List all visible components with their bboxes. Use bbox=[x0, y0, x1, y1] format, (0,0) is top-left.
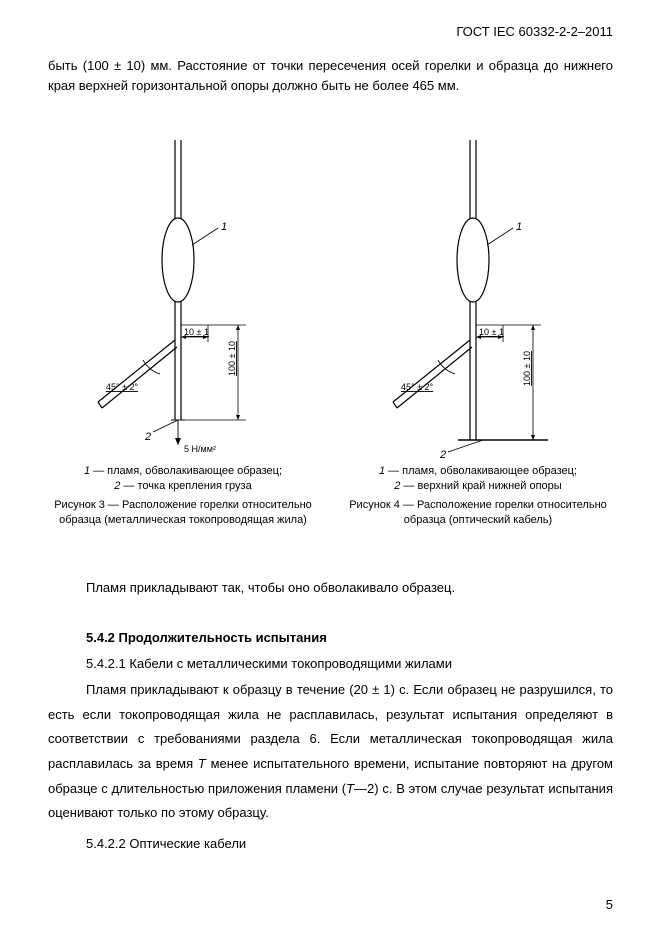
doc-header: ГОСТ IEC 60332-2-2–2011 bbox=[456, 24, 613, 39]
svg-text:45° ± 2°: 45° ± 2° bbox=[401, 382, 434, 392]
subhead-5-4-2-2: 5.4.2.2 Оптические кабели bbox=[86, 836, 246, 851]
figure-3-svg: 1 2 10 ± 1 100 ± 10 45° ± 2° 5 Н/мм² bbox=[68, 130, 298, 460]
figure-4-caption: Рисунок 4 — Расположение горелки относит… bbox=[343, 498, 613, 528]
subhead-5-4-2-1: 5.4.2.1 Кабели с металлическими токопров… bbox=[86, 656, 452, 671]
svg-text:100 ± 10: 100 ± 10 bbox=[522, 351, 532, 386]
svg-text:10 ± 1: 10 ± 1 bbox=[184, 327, 209, 337]
svg-text:2: 2 bbox=[144, 431, 151, 443]
para-3: Пламя прикладывают к образцу в течение (… bbox=[48, 678, 613, 826]
svg-text:2: 2 bbox=[439, 449, 446, 460]
figure-3: 1 2 10 ± 1 100 ± 10 45° ± 2° 5 Н/мм² 1 —… bbox=[48, 130, 318, 560]
svg-text:5 Н/мм²: 5 Н/мм² bbox=[184, 444, 216, 454]
svg-text:45° ± 2°: 45° ± 2° bbox=[106, 382, 139, 392]
figure-4: 1 2 10 ± 1 100 ± 10 45° ± 2° 1 — пламя, … bbox=[343, 130, 613, 560]
para-2: Пламя прикладывают так, чтобы оно обвола… bbox=[48, 578, 613, 598]
svg-text:10 ± 1: 10 ± 1 bbox=[479, 327, 504, 337]
figures-row: 1 2 10 ± 1 100 ± 10 45° ± 2° 5 Н/мм² 1 —… bbox=[48, 130, 613, 560]
svg-text:100 ± 10: 100 ± 10 bbox=[227, 341, 237, 376]
page-number: 5 bbox=[606, 897, 613, 912]
figure-4-legend: 1 — пламя, обволакивающее образец; 2 — в… bbox=[379, 464, 577, 494]
svg-text:1: 1 bbox=[516, 221, 522, 233]
figure-4-svg: 1 2 10 ± 1 100 ± 10 45° ± 2° bbox=[363, 130, 593, 460]
figure-3-legend: 1 — пламя, обволакивающее образец; 2 — т… bbox=[84, 464, 282, 494]
figure-3-caption: Рисунок 3 — Расположение горелки относи­… bbox=[48, 498, 318, 528]
heading-5-4-2: 5.4.2 Продолжительность испытания bbox=[86, 630, 327, 645]
para-1: быть (100 ± 10) мм. Расстояние от точки … bbox=[48, 56, 613, 96]
svg-text:1: 1 bbox=[221, 221, 227, 233]
